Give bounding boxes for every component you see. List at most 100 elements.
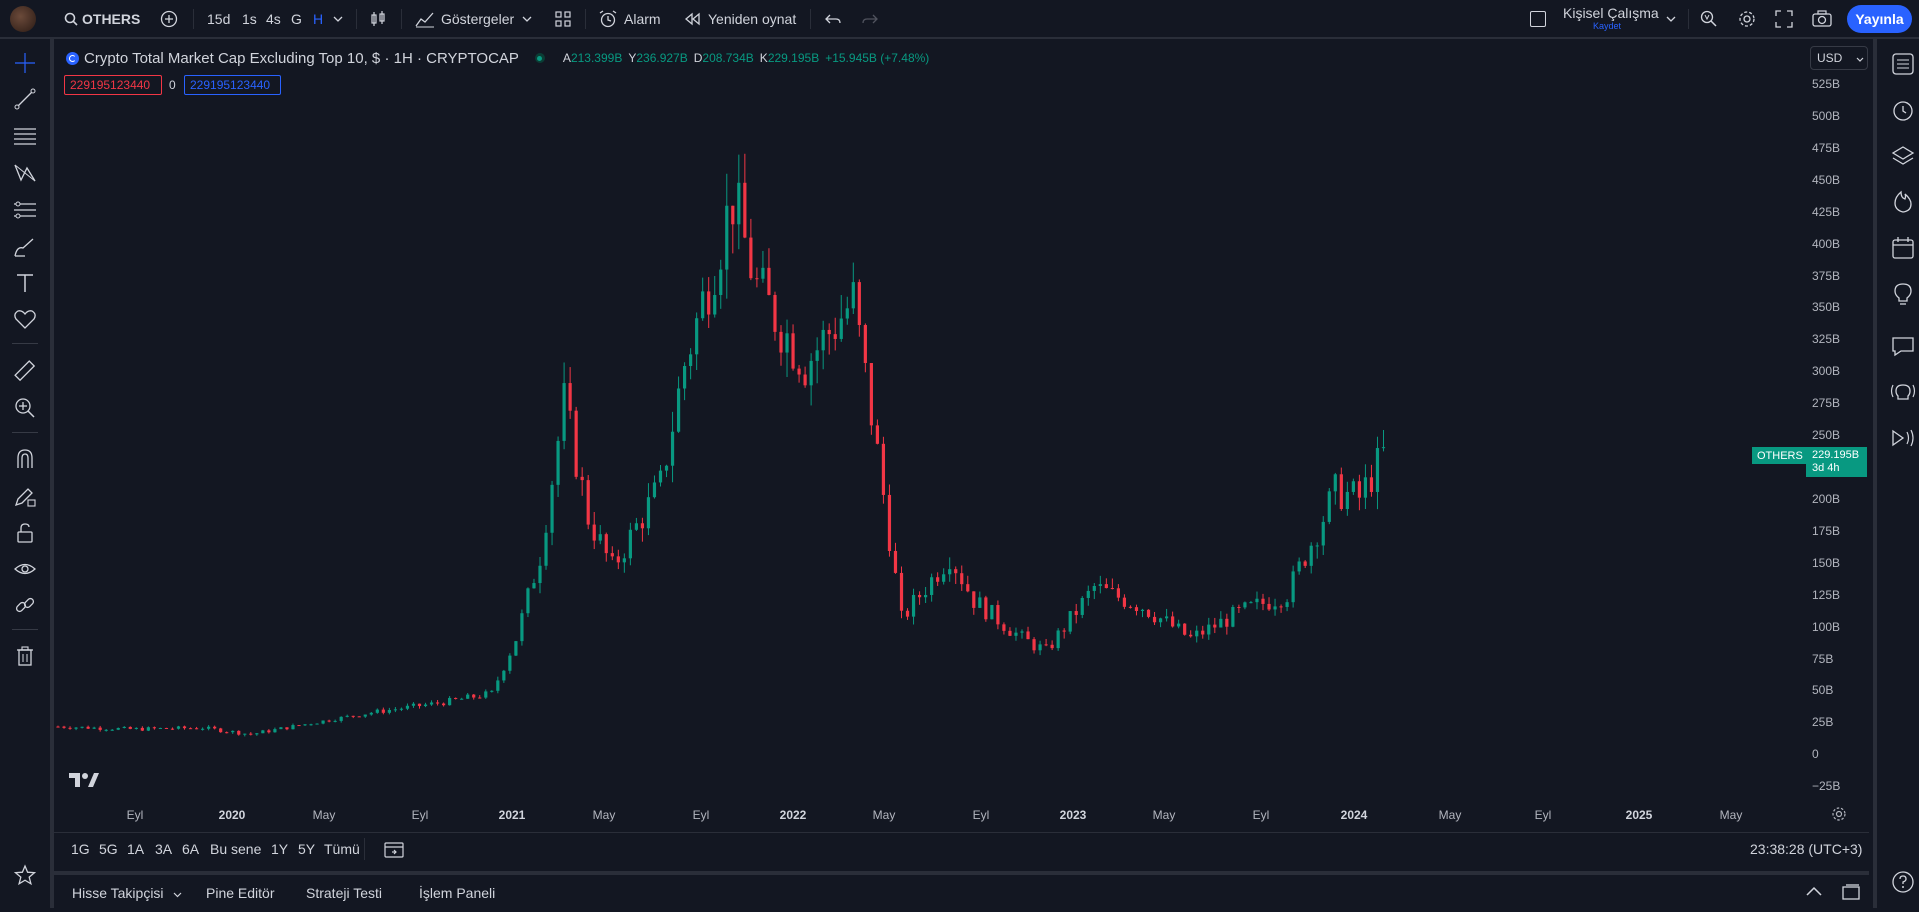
scale-settings-button[interactable] [1831,806,1847,825]
candle-body [466,694,470,699]
candle-body [1261,598,1265,604]
user-avatar[interactable] [10,0,36,37]
sync-drawings-tool[interactable] [10,591,40,621]
crosshair-tool[interactable] [10,49,40,79]
alarm-button[interactable]: Alarm [598,0,661,37]
range-1g[interactable]: 1G [71,841,90,857]
range-all[interactable]: Tümü [324,841,360,857]
candle-body [821,329,825,351]
range-6a[interactable]: 6A [182,841,200,857]
fullscreen-button[interactable] [1775,0,1793,37]
tab-strategy-tester[interactable]: Strateji Testi [306,885,382,901]
currency-select[interactable]: USD [1810,46,1868,70]
candle-body [1339,474,1343,509]
candle-body [399,708,404,710]
candle-body [1177,623,1181,627]
brush-tool[interactable] [10,233,40,263]
candle-body [345,715,349,717]
stay-drawing-tool[interactable] [10,482,40,512]
hide-drawings-tool[interactable] [10,555,40,585]
settings-button[interactable] [1737,0,1757,37]
range-1y[interactable]: 1Y [271,841,289,857]
candle-body [255,733,259,735]
time-tick-label: Eyl [692,808,710,822]
undo-button[interactable] [825,0,841,37]
tradingview-logo[interactable] [68,772,100,791]
pattern-tool[interactable] [10,159,40,189]
candle-body [357,716,361,718]
replay-button[interactable]: Yeniden oynat [684,0,796,37]
snapshot-button[interactable] [1812,0,1832,37]
remove-drawings-tool[interactable] [10,642,40,672]
price-tick-label: 50B [1812,683,1834,698]
interval-4s[interactable]: 4s [266,10,281,27]
templates-button[interactable] [554,0,572,37]
range-this-year[interactable]: Bu sene [210,841,262,857]
maximize-panel-button[interactable] [1842,884,1860,903]
candle-body [1369,477,1374,492]
candle-body [417,703,422,707]
layout-checkbox[interactable] [1530,0,1546,37]
watchlist-button[interactable] [1889,51,1917,79]
candle-body [1008,630,1012,636]
collapse-panel-button[interactable] [1805,884,1823,900]
lock-drawings-tool[interactable] [10,519,40,549]
interval-g[interactable]: G [291,10,302,27]
range-1a[interactable]: 1A [127,841,145,857]
range-5g[interactable]: 5G [99,841,118,857]
favorites-tool[interactable] [10,305,40,335]
interval-15d[interactable]: 15d [207,10,231,27]
help-button[interactable] [1889,869,1917,897]
series-title[interactable]: Crypto Total Market Cap Excluding Top 10… [84,49,519,67]
candle-body [1110,588,1114,590]
time-tick-label: May [592,808,616,822]
publish-button[interactable]: Yayınla [1847,5,1912,33]
interval-h[interactable]: H [313,10,324,27]
trend-line-tool[interactable] [10,85,40,115]
ideas-button[interactable] [1889,281,1917,309]
tab-screener[interactable]: Hisse Takipçisi [72,885,182,901]
candle-body [761,267,765,279]
layout-dropdown[interactable] [1666,0,1676,37]
prediction-tool[interactable] [10,196,40,226]
chart-type-button[interactable] [369,0,387,37]
compare-button[interactable] [160,0,178,37]
candle-body [797,368,801,375]
tab-pine-editor[interactable]: Pine Editör [206,885,275,901]
redo-button[interactable] [862,0,878,37]
tab-trading-panel[interactable]: İşlem Paneli [419,885,496,901]
interval-dropdown[interactable] [333,0,343,37]
watchlist-favorite-tool[interactable] [10,861,40,891]
candle-body [1363,477,1368,498]
measure-tool[interactable] [10,357,40,387]
range-5y[interactable]: 5Y [298,841,316,857]
ruler-icon [13,359,37,386]
candle-body [291,725,295,730]
text-tool[interactable] [10,269,40,299]
candle-body [86,726,90,729]
candle-body [56,726,60,728]
sliders-icon [13,199,37,224]
hotlists-button[interactable] [1889,189,1917,217]
quick-search-button[interactable] [1699,0,1719,37]
fib-tool[interactable] [10,122,40,152]
clock-timezone[interactable]: 23:38:28 (UTC+3) [1750,841,1863,857]
chats-button[interactable] [1889,333,1917,361]
candle-body [526,588,530,614]
layout-name-button[interactable]: Kişisel Çalışma Kaydet [1563,5,1659,32]
magnet-tool[interactable] [10,445,40,475]
range-3a[interactable]: 3A [155,841,173,857]
object-tree-button[interactable] [1889,143,1917,171]
time-tick-label: 2022 [779,808,807,822]
interval-1s[interactable]: 1s [242,10,257,27]
replay-panel-button[interactable] [1889,425,1917,453]
window-icon [1842,884,1860,903]
calendar-button[interactable] [1889,235,1917,263]
streams-button[interactable] [1889,379,1917,407]
indicators-button[interactable]: Göstergeler [415,0,532,37]
go-to-date-button[interactable] [384,840,404,861]
zoom-tool[interactable] [10,394,40,424]
symbol-search-button[interactable]: OTHERS [64,0,140,37]
alerts-button[interactable] [1889,97,1917,125]
